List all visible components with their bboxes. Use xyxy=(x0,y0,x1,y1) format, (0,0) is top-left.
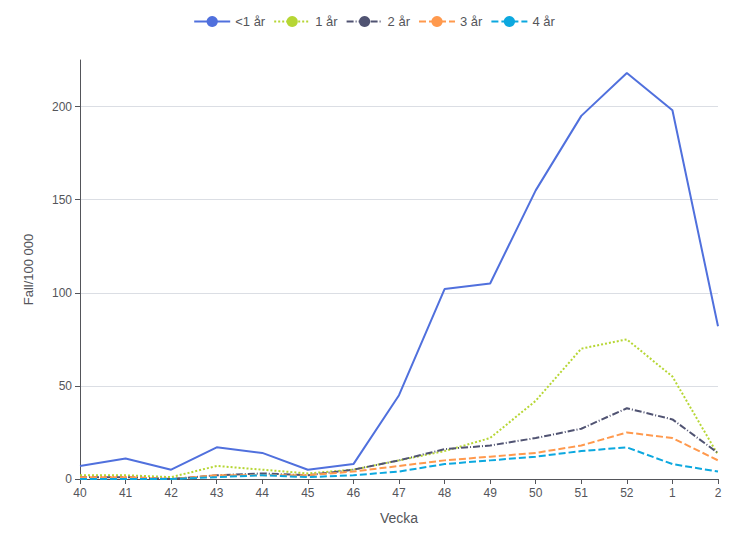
svg-text:41: 41 xyxy=(119,486,133,500)
svg-text:200: 200 xyxy=(52,100,72,114)
svg-text:52: 52 xyxy=(620,486,634,500)
svg-text:100: 100 xyxy=(52,286,72,300)
svg-text:40: 40 xyxy=(73,486,87,500)
svg-text:3 år: 3 år xyxy=(460,14,483,29)
svg-text:45: 45 xyxy=(301,486,315,500)
svg-text:51: 51 xyxy=(575,486,589,500)
svg-text:150: 150 xyxy=(52,193,72,207)
svg-text:Fall/100 000: Fall/100 000 xyxy=(21,234,36,306)
svg-text:4 år: 4 år xyxy=(532,14,555,29)
svg-text:43: 43 xyxy=(210,486,224,500)
svg-text:1 år: 1 år xyxy=(315,14,338,29)
svg-text:46: 46 xyxy=(347,486,361,500)
svg-text:47: 47 xyxy=(392,486,406,500)
svg-text:2 år: 2 år xyxy=(388,14,411,29)
svg-text:48: 48 xyxy=(438,486,452,500)
svg-text:44: 44 xyxy=(256,486,270,500)
svg-text:1: 1 xyxy=(669,486,676,500)
svg-text:0: 0 xyxy=(65,472,72,486)
svg-text:50: 50 xyxy=(59,379,73,393)
svg-text:<1 år: <1 år xyxy=(235,14,266,29)
svg-text:Vecka: Vecka xyxy=(380,510,418,526)
svg-text:50: 50 xyxy=(529,486,543,500)
svg-text:49: 49 xyxy=(483,486,497,500)
svg-text:42: 42 xyxy=(164,486,178,500)
svg-text:2: 2 xyxy=(715,486,722,500)
